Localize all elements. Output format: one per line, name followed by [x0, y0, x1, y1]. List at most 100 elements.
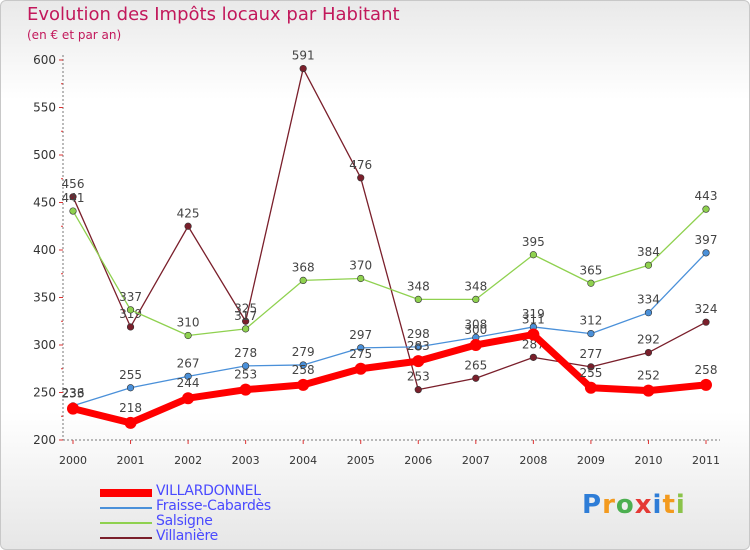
data-label-salsigne: 443 [695, 189, 718, 203]
x-tick-label: 2004 [289, 454, 317, 467]
data-point-fraisse-cabardes [644, 309, 653, 317]
x-tick-label: 2011 [692, 454, 720, 467]
x-tick-label: 2005 [347, 454, 375, 467]
data-point-villardonnel [527, 328, 540, 341]
data-label-fraisse-cabardes: 267 [177, 356, 200, 370]
x-tick-label: 2010 [634, 454, 662, 467]
data-point-villardonnel [642, 384, 655, 397]
data-point-fraisse-cabardes [414, 343, 422, 351]
data-point-villaniere [587, 363, 595, 371]
data-label-salsigne: 384 [637, 245, 660, 259]
data-label-salsigne: 317 [234, 309, 257, 323]
y-tick-label: 600 [33, 53, 56, 67]
data-point-salsigne [644, 261, 653, 269]
data-point-villaniere [644, 349, 653, 357]
data-label-salsigne: 368 [292, 260, 315, 274]
data-label-salsigne: 370 [349, 259, 372, 273]
data-label-villaniere: 292 [637, 333, 660, 347]
data-label-fraisse-cabardes: 255 [119, 368, 142, 382]
series-line-villaniere [72, 67, 707, 391]
data-label-villardonnel: 253 [234, 368, 257, 382]
data-label-fraisse-cabardes: 297 [349, 328, 372, 342]
data-point-salsigne [242, 325, 250, 333]
data-label-villardonnel: 258 [292, 363, 315, 377]
data-point-villaniere [472, 374, 480, 382]
legend-label: Villanière [156, 528, 218, 544]
data-label-villaniere: 324 [695, 302, 718, 316]
data-label-fraisse-cabardes: 278 [234, 346, 257, 360]
data-point-villaniere [184, 222, 192, 230]
data-point-salsigne [299, 276, 307, 285]
y-tick-label: 200 [33, 433, 56, 447]
data-label-villaniere: 319 [119, 307, 142, 321]
data-label-salsigne: 348 [464, 279, 487, 293]
data-label-salsigne: 365 [579, 263, 602, 277]
data-point-fraisse-cabardes [299, 361, 307, 369]
legend-swatch [100, 507, 152, 509]
series-line-salsigne [72, 208, 707, 337]
data-label-villardonnel: 252 [637, 369, 660, 383]
data-label-villaniere: 425 [177, 206, 200, 220]
logo-letter: i [652, 490, 663, 520]
y-tick-label: 550 [33, 101, 56, 115]
y-tick-label: 400 [33, 243, 56, 257]
data-point-salsigne [587, 279, 595, 287]
y-tick-label: 500 [33, 148, 56, 162]
x-tick-label: 2008 [519, 454, 547, 467]
logo-letter: o [615, 490, 635, 520]
data-point-villardonnel [67, 402, 79, 415]
data-point-fraisse-cabardes [702, 249, 710, 257]
x-tick-label: 2000 [59, 454, 87, 467]
legend-label: Fraisse-Cabardès [156, 498, 271, 514]
data-label-salsigne: 337 [119, 290, 142, 304]
data-point-salsigne [702, 205, 710, 213]
data-label-salsigne: 395 [522, 235, 545, 249]
data-label-fraisse-cabardes: 334 [637, 293, 660, 307]
logo-letter: i [675, 490, 686, 520]
data-label-fraisse-cabardes: 312 [579, 314, 602, 328]
data-label-villardonnel: 258 [695, 363, 718, 377]
data-point-fraisse-cabardes [126, 384, 135, 392]
data-point-villaniere [126, 323, 135, 331]
data-point-villardonnel [412, 355, 425, 368]
data-point-villaniere [69, 193, 77, 201]
data-point-fraisse-cabardes [242, 362, 250, 370]
data-point-villardonnel [239, 383, 252, 396]
data-label-villaniere: 253 [407, 370, 430, 384]
y-tick-label: 300 [33, 338, 56, 352]
x-tick-label: 2007 [462, 454, 490, 467]
data-point-villardonnel [584, 381, 597, 394]
logo-letter: x [634, 490, 653, 520]
data-point-fraisse-cabardes [357, 344, 365, 352]
data-point-villardonnel [700, 378, 712, 391]
data-label-villaniere: 476 [349, 158, 372, 172]
data-label-fraisse-cabardes: 236 [62, 386, 85, 400]
data-label-villardonnel: 255 [579, 366, 602, 380]
data-point-villaniere [529, 353, 537, 361]
data-label-fraisse-cabardes: 298 [407, 327, 430, 341]
data-label-fraisse-cabardes: 308 [464, 317, 487, 331]
data-label-villardonnel: 218 [119, 401, 142, 415]
legend-swatch [100, 537, 152, 539]
proxiti-logo: Proxiti [582, 490, 686, 520]
data-label-villardonnel: 275 [349, 347, 372, 361]
data-point-salsigne [126, 306, 135, 314]
logo-letter: t [662, 490, 676, 520]
data-point-salsigne [69, 207, 77, 215]
x-tick-label: 2001 [117, 454, 145, 467]
x-tick-label: 2006 [404, 454, 432, 467]
logo-letter: r [602, 490, 616, 520]
chart-subtitle: (en € et par an) [27, 28, 122, 42]
x-tick-label: 2009 [577, 454, 605, 467]
data-point-villardonnel [182, 392, 195, 405]
x-tick-label: 2003 [232, 454, 260, 467]
data-label-fraisse-cabardes: 397 [695, 233, 718, 247]
data-point-salsigne [472, 295, 480, 304]
data-point-salsigne [357, 274, 365, 283]
legend-swatch [100, 489, 152, 497]
data-label-villardonnel: 311 [522, 313, 545, 327]
series-line-villardonnel [72, 331, 707, 427]
legend-label: VILLARDONNEL [156, 483, 261, 499]
logo-letter: P [582, 490, 603, 520]
